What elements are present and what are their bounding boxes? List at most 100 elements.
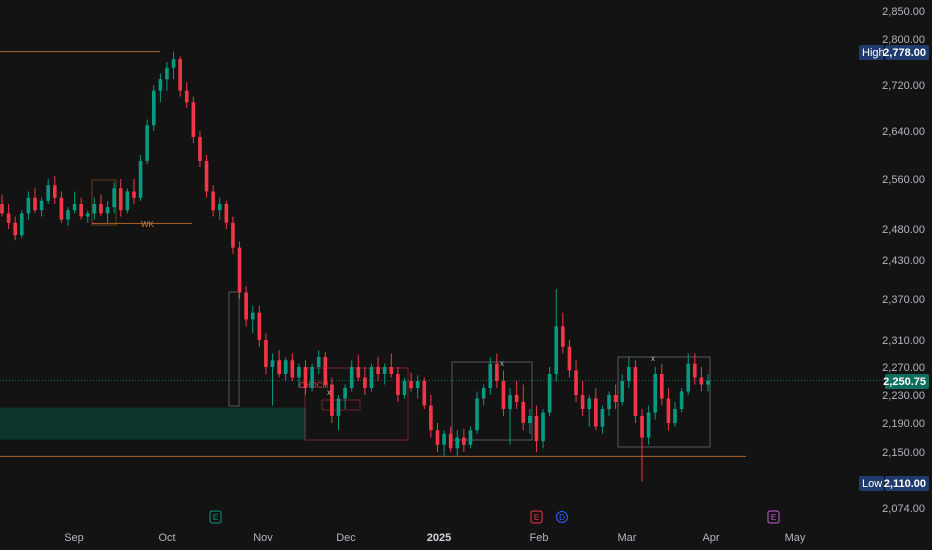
candle[interactable]	[99, 194, 103, 217]
candle[interactable]	[382, 363, 387, 385]
candle[interactable]	[224, 200, 229, 229]
candle[interactable]	[620, 374, 625, 406]
candle[interactable]	[204, 155, 209, 198]
candle[interactable]	[455, 430, 460, 456]
candle[interactable]	[303, 360, 308, 395]
candle[interactable]	[171, 51, 176, 80]
dividend-event-circle[interactable]	[556, 511, 568, 523]
candle[interactable]	[52, 176, 57, 204]
candles[interactable]	[0, 51, 710, 482]
candle[interactable]	[151, 85, 156, 131]
candle[interactable]	[508, 388, 512, 445]
candle[interactable]	[178, 56, 182, 97]
candle[interactable]	[468, 426, 473, 449]
x-axis[interactable]: Sep Oct Nov Dec 2025 Feb Mar Apr May	[64, 532, 806, 544]
candle[interactable]	[422, 377, 427, 410]
candle[interactable]	[633, 360, 638, 423]
event-purple-icon[interactable]: E	[767, 510, 780, 524]
candle[interactable]	[85, 210, 90, 223]
candle[interactable]	[547, 367, 552, 416]
candle[interactable]	[369, 363, 374, 392]
candle[interactable]	[264, 333, 268, 374]
candle[interactable]	[396, 367, 400, 402]
candle[interactable]	[607, 391, 611, 417]
candle[interactable]	[679, 388, 684, 413]
candle[interactable]	[46, 179, 51, 204]
candle[interactable]	[706, 374, 710, 392]
candle[interactable]	[349, 360, 354, 392]
candle[interactable]	[528, 409, 532, 434]
candle[interactable]	[442, 430, 446, 456]
event-red-icon[interactable]: E	[530, 510, 543, 524]
candle[interactable]	[574, 360, 578, 402]
candle[interactable]	[277, 350, 281, 378]
candle[interactable]	[231, 216, 235, 254]
candle[interactable]	[250, 305, 255, 334]
candle[interactable]	[389, 353, 394, 378]
candle[interactable]	[125, 188, 130, 214]
candle[interactable]	[402, 377, 407, 399]
candle[interactable]	[462, 428, 466, 452]
candle[interactable]	[39, 197, 44, 217]
candle[interactable]	[112, 182, 116, 214]
candle[interactable]	[191, 96, 196, 144]
candle[interactable]	[659, 363, 664, 406]
candle[interactable]	[33, 188, 37, 214]
event-purple-box[interactable]	[767, 510, 780, 524]
candle[interactable]	[409, 372, 413, 392]
candle[interactable]	[415, 375, 420, 399]
candle[interactable]	[217, 197, 222, 220]
candle[interactable]	[600, 405, 605, 434]
candle[interactable]	[290, 353, 295, 382]
candle[interactable]	[184, 82, 189, 108]
candle[interactable]	[132, 179, 136, 204]
candle[interactable]	[363, 367, 367, 395]
candle[interactable]	[613, 384, 618, 410]
candle[interactable]	[429, 395, 433, 438]
candle[interactable]	[481, 384, 486, 406]
candle[interactable]	[673, 402, 677, 427]
candle[interactable]	[66, 207, 70, 226]
candle[interactable]	[580, 381, 585, 416]
candle[interactable]	[237, 241, 242, 299]
candle[interactable]	[475, 391, 479, 434]
event-markers[interactable]: E E D E	[209, 510, 780, 524]
candle[interactable]	[692, 353, 697, 385]
earnings-event-icon[interactable]: E	[209, 510, 222, 524]
candle[interactable]	[211, 185, 215, 217]
candle[interactable]	[594, 388, 598, 431]
candle[interactable]	[567, 340, 572, 378]
candle[interactable]	[257, 305, 262, 347]
candle[interactable]	[79, 197, 83, 220]
candle[interactable]	[501, 370, 506, 417]
candle[interactable]	[435, 423, 440, 452]
candle[interactable]	[323, 352, 328, 388]
candle[interactable]	[0, 194, 4, 217]
candle[interactable]	[244, 286, 248, 327]
candle[interactable]	[627, 356, 631, 388]
candle[interactable]	[165, 62, 169, 91]
candle[interactable]	[646, 405, 651, 445]
candle[interactable]	[488, 356, 493, 395]
candle[interactable]	[270, 353, 275, 406]
candle[interactable]	[158, 73, 163, 103]
candle[interactable]	[554, 289, 559, 381]
candle[interactable]	[92, 197, 97, 220]
candle[interactable]	[521, 384, 526, 431]
candle[interactable]	[59, 191, 64, 223]
y-axis[interactable]: 2,850.00 2,800.00 2,720.00 2,640.00 2,56…	[859, 6, 929, 515]
candle[interactable]	[6, 204, 11, 229]
candle[interactable]	[26, 191, 31, 220]
candle[interactable]	[118, 179, 123, 217]
candle[interactable]	[297, 363, 301, 388]
candle[interactable]	[316, 350, 321, 374]
candle[interactable]	[561, 312, 565, 354]
candle[interactable]	[336, 395, 341, 431]
candle[interactable]	[198, 131, 202, 167]
candle[interactable]	[330, 377, 334, 424]
candle[interactable]	[376, 356, 380, 381]
dividend-event-icon[interactable]: D	[556, 511, 568, 523]
candle[interactable]	[145, 119, 149, 165]
candle[interactable]	[686, 353, 691, 396]
